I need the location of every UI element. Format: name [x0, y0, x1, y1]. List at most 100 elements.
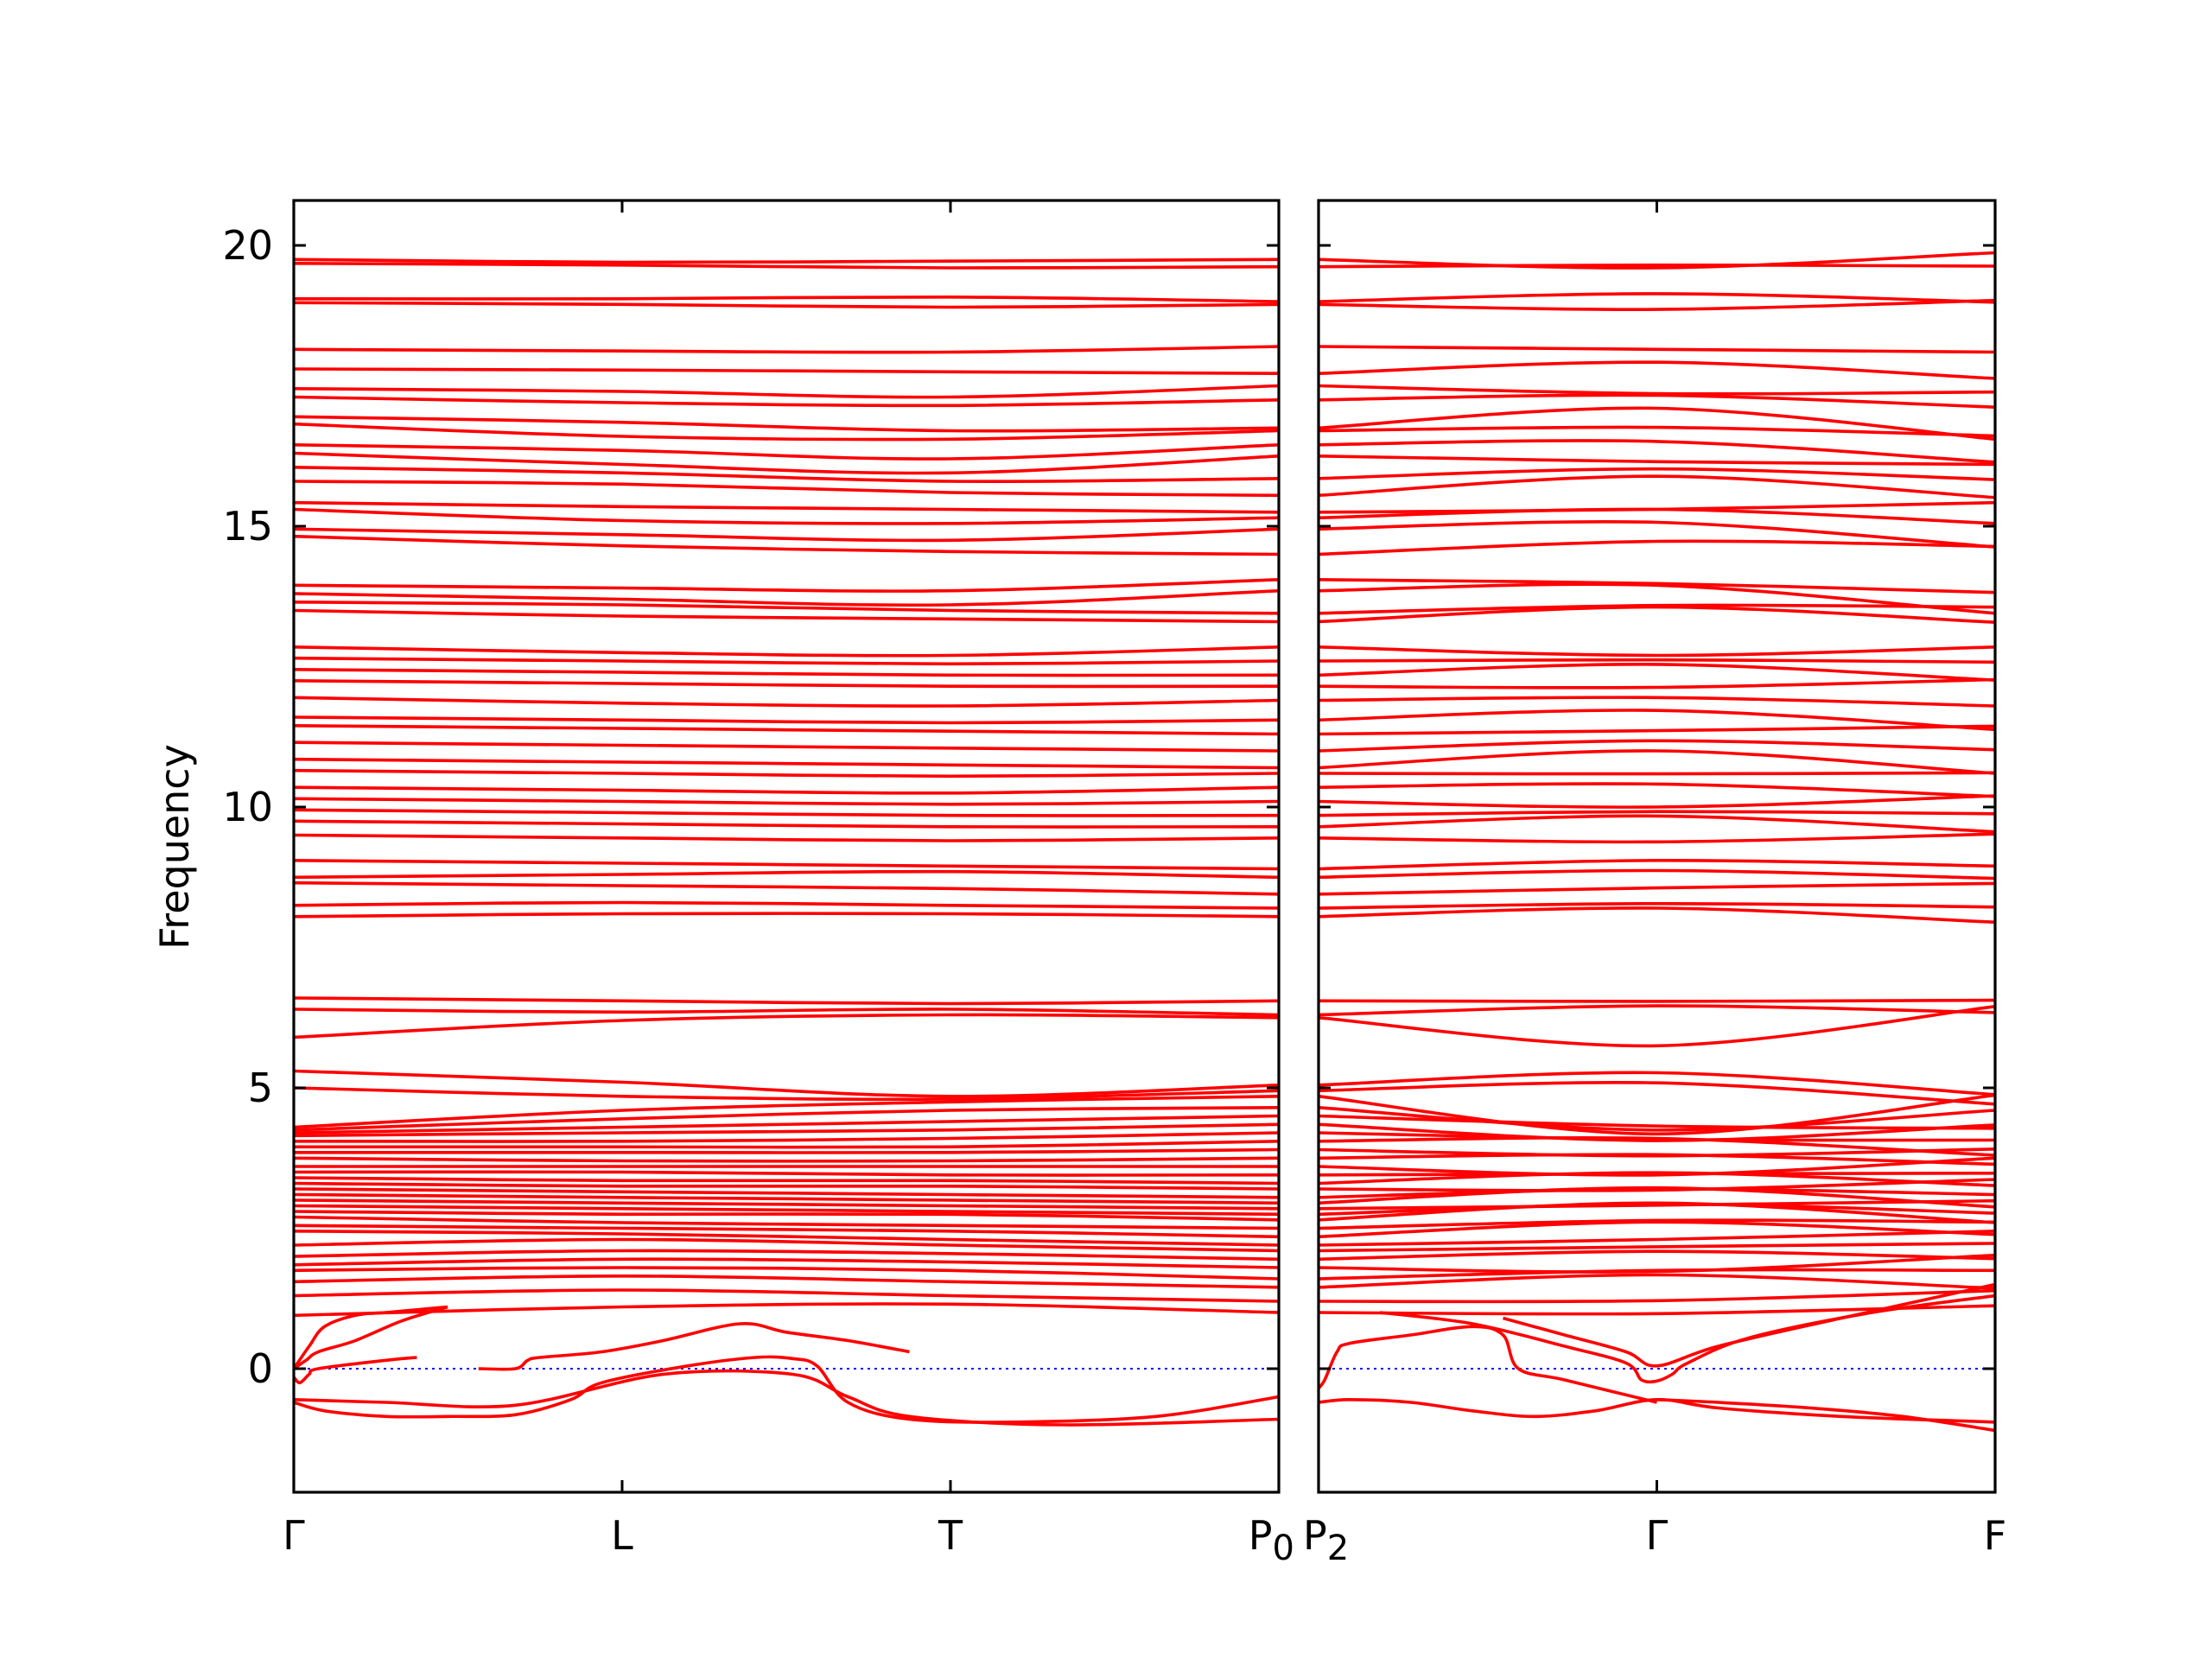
- band-line: [1319, 749, 1995, 775]
- band-line: [294, 608, 1279, 624]
- band-line: [1319, 360, 1995, 380]
- band-line: [1319, 292, 1995, 304]
- band-line: [1319, 1249, 1995, 1262]
- band-line: [1319, 1288, 1995, 1304]
- band-line: [1319, 832, 1995, 844]
- band-line: [294, 301, 1279, 309]
- band-line: [294, 1007, 1279, 1017]
- band-line: [1319, 467, 1995, 481]
- band-line: [1319, 771, 1995, 776]
- band-line: [294, 797, 1279, 806]
- band-line: [294, 451, 1279, 475]
- band-line: [1319, 906, 1995, 925]
- band-line: [294, 1230, 1279, 1247]
- band-line: [294, 1114, 1279, 1135]
- band-line: [1319, 345, 1995, 354]
- panel-right-bands: [1319, 251, 1995, 1433]
- band-line: [1656, 1398, 1995, 1433]
- band-line: [1319, 1114, 1995, 1130]
- band-line: [294, 500, 1279, 514]
- band-line: [294, 1266, 1279, 1281]
- band-line: [1319, 709, 1995, 732]
- band-line: [294, 912, 1279, 918]
- band-line: [294, 1086, 1279, 1102]
- band-line: [294, 808, 1279, 817]
- band-line: [1319, 425, 1995, 438]
- band-line: [1319, 645, 1995, 658]
- band-line: [1319, 1080, 1995, 1106]
- band-line: [294, 507, 1279, 525]
- band-line: [294, 1187, 1279, 1199]
- band-line: [1319, 393, 1995, 409]
- panel-left-bands: [294, 257, 1279, 1427]
- band-line: [1319, 384, 1995, 396]
- band-line: [294, 715, 1279, 725]
- band-line: [294, 1131, 1279, 1143]
- band-line: [294, 588, 1279, 607]
- band-line: [294, 1013, 1279, 1039]
- band-line: [294, 601, 1279, 615]
- band-line: [294, 422, 1279, 442]
- band-line: [294, 724, 1279, 736]
- x-tick-label: P2: [1303, 1512, 1349, 1568]
- band-line: [294, 1204, 1279, 1217]
- band-line: [294, 1095, 1279, 1129]
- band-line: [1319, 1106, 1995, 1132]
- band-line: [294, 1215, 1279, 1230]
- band-line: [1319, 507, 1995, 525]
- band-line: [294, 1305, 448, 1370]
- band-line: [1319, 696, 1995, 708]
- band-line: [294, 1106, 1279, 1132]
- band-line: [1319, 474, 1995, 499]
- band-line: [294, 1305, 448, 1370]
- band-line: [1319, 677, 1995, 690]
- band-line: [1319, 1304, 1995, 1316]
- band-line: [294, 345, 1279, 354]
- band-line: [1319, 810, 1995, 817]
- band-line: [294, 757, 1279, 770]
- band-line: [1319, 1325, 1657, 1404]
- band-line: [1319, 881, 1995, 896]
- band-line: [1319, 1004, 1995, 1017]
- band-line: [294, 859, 1279, 871]
- band-line: [294, 833, 1279, 842]
- band-line: [1319, 1005, 1995, 1048]
- band-line: [1319, 539, 1995, 556]
- band-line: [1319, 439, 1995, 464]
- band-line: [294, 1249, 1279, 1262]
- band-line: [294, 1147, 1279, 1154]
- band-line: [1319, 578, 1995, 594]
- band-line: [1319, 858, 1995, 871]
- band-line: [294, 480, 1279, 498]
- band-line: [294, 1288, 1279, 1303]
- y-axis-title: Frequency: [151, 744, 198, 950]
- band-line: [294, 1274, 1279, 1289]
- band-line: [1319, 603, 1995, 615]
- x-tick-label: L: [611, 1512, 633, 1559]
- band-line: [294, 1369, 1279, 1427]
- band-line: [1319, 1220, 1995, 1239]
- band-line: [1319, 868, 1995, 880]
- band-line: [294, 668, 1279, 677]
- band-line: [294, 869, 1279, 880]
- band-line: [294, 367, 1279, 375]
- band-line: [294, 527, 1279, 543]
- band-line: [1319, 298, 1995, 311]
- x-tick-label: Γ: [283, 1512, 305, 1559]
- band-line: [294, 257, 1279, 264]
- band-line: [1319, 251, 1995, 270]
- band-line: [1319, 1201, 1995, 1224]
- band-line: [294, 1140, 1279, 1149]
- band-line: [294, 1156, 1279, 1163]
- band-line: [294, 900, 1279, 910]
- band-line: [294, 679, 1279, 689]
- band-line: [294, 785, 1279, 795]
- band-line: [294, 1302, 1279, 1318]
- band-line: [294, 819, 1279, 829]
- band-line: [1319, 1242, 1995, 1253]
- band-line: [294, 1069, 1279, 1098]
- band-line: [294, 534, 1279, 556]
- band-line: [294, 578, 1279, 593]
- band-line: [478, 1322, 910, 1371]
